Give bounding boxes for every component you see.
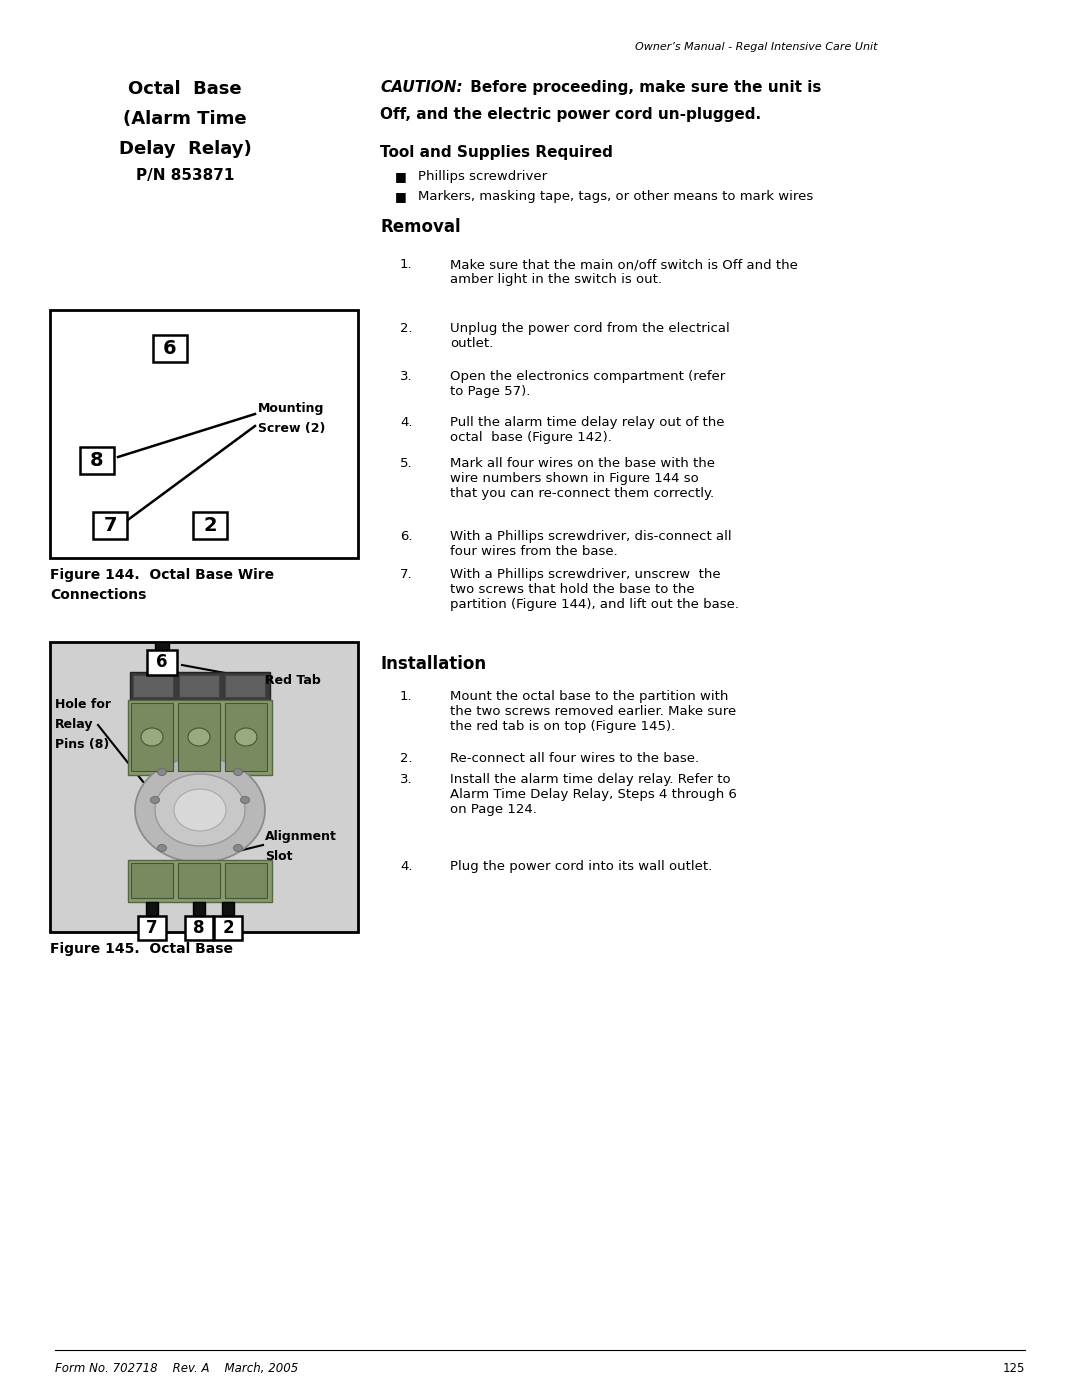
Text: Owner’s Manual - Regal Intensive Care Unit: Owner’s Manual - Regal Intensive Care Un…: [635, 42, 877, 52]
Bar: [138, 916, 166, 940]
Text: Markers, masking tape, tags, or other means to mark wires: Markers, masking tape, tags, or other me…: [418, 190, 813, 203]
Ellipse shape: [241, 796, 249, 803]
Text: 7: 7: [104, 515, 117, 535]
Text: Slot: Slot: [265, 849, 293, 863]
Text: 1.: 1.: [400, 258, 413, 271]
Bar: [130, 672, 270, 700]
Text: Connections: Connections: [50, 588, 147, 602]
Text: 7.: 7.: [400, 569, 413, 581]
Text: Phillips screwdriver: Phillips screwdriver: [418, 170, 548, 183]
Bar: [133, 675, 173, 697]
Bar: [146, 902, 158, 930]
Ellipse shape: [156, 774, 245, 847]
Text: 6: 6: [163, 338, 177, 358]
Bar: [156, 643, 168, 672]
Bar: [93, 511, 127, 538]
Bar: [185, 916, 213, 940]
Bar: [129, 700, 272, 775]
Text: Make sure that the main on/off switch is Off and the
amber light in the switch i: Make sure that the main on/off switch is…: [450, 258, 798, 286]
Text: Install the alarm time delay relay. Refer to
Alarm Time Delay Relay, Steps 4 thr: Install the alarm time delay relay. Refe…: [450, 773, 737, 816]
Text: Before proceeding, make sure the unit is: Before proceeding, make sure the unit is: [465, 80, 822, 95]
Text: Re-connect all four wires to the base.: Re-connect all four wires to the base.: [450, 752, 699, 766]
Text: Plug the power cord into its wall outlet.: Plug the power cord into its wall outlet…: [450, 861, 712, 873]
Text: 2: 2: [203, 515, 217, 535]
Text: 3.: 3.: [400, 773, 413, 787]
Bar: [80, 447, 114, 474]
Bar: [179, 675, 219, 697]
Bar: [147, 650, 177, 675]
Ellipse shape: [235, 728, 257, 746]
Ellipse shape: [158, 768, 166, 775]
Text: Mounting: Mounting: [258, 402, 324, 415]
Text: Installation: Installation: [380, 655, 486, 673]
Text: 2.: 2.: [400, 321, 413, 335]
Bar: [225, 703, 267, 771]
Text: With a Phillips screwdriver, dis-connect all
four wires from the base.: With a Phillips screwdriver, dis-connect…: [450, 529, 731, 557]
Text: 3.: 3.: [400, 370, 413, 383]
Text: 6: 6: [157, 652, 167, 671]
Bar: [129, 861, 272, 902]
Bar: [225, 675, 265, 697]
Text: 2.: 2.: [400, 752, 413, 766]
Text: CAUTION:: CAUTION:: [380, 80, 462, 95]
Bar: [214, 916, 242, 940]
Text: Off, and the electric power cord un-plugged.: Off, and the electric power cord un-plug…: [380, 108, 761, 122]
Text: 1.: 1.: [400, 690, 413, 703]
Ellipse shape: [158, 845, 166, 852]
Text: Unplug the power cord from the electrical
outlet.: Unplug the power cord from the electrica…: [450, 321, 730, 351]
Text: Form No. 702718    Rev. A    March, 2005: Form No. 702718 Rev. A March, 2005: [55, 1362, 298, 1375]
Text: Figure 145.  Octal Base: Figure 145. Octal Base: [50, 942, 233, 956]
Text: 6.: 6.: [400, 529, 413, 543]
Bar: [225, 863, 267, 898]
Text: Figure 144.  Octal Base Wire: Figure 144. Octal Base Wire: [50, 569, 274, 583]
Ellipse shape: [141, 728, 163, 746]
Ellipse shape: [188, 728, 210, 746]
Text: Hole for: Hole for: [55, 698, 111, 711]
Text: Screw (2): Screw (2): [258, 422, 325, 434]
Text: 125: 125: [1002, 1362, 1025, 1375]
Bar: [193, 902, 205, 930]
Text: Pins (8): Pins (8): [55, 738, 109, 752]
Text: 7: 7: [146, 919, 158, 937]
Bar: [178, 863, 220, 898]
Text: Relay: Relay: [55, 718, 94, 731]
Ellipse shape: [135, 757, 265, 862]
Text: 8: 8: [91, 450, 104, 469]
Text: P/N 853871: P/N 853871: [136, 168, 234, 183]
Text: Red Tab: Red Tab: [265, 673, 321, 687]
Ellipse shape: [233, 845, 243, 852]
Text: Pull the alarm time delay relay out of the
octal  base (Figure 142).: Pull the alarm time delay relay out of t…: [450, 416, 725, 444]
Bar: [131, 863, 173, 898]
Ellipse shape: [174, 789, 226, 831]
Text: 4.: 4.: [400, 861, 413, 873]
Bar: [50, 310, 357, 557]
Text: Open the electronics compartment (refer
to Page 57).: Open the electronics compartment (refer …: [450, 370, 726, 398]
Text: With a Phillips screwdriver, unscrew  the
two screws that hold the base to the
p: With a Phillips screwdriver, unscrew the…: [450, 569, 739, 610]
Text: Tool and Supplies Required: Tool and Supplies Required: [380, 145, 612, 161]
Bar: [222, 902, 234, 930]
Text: ■: ■: [395, 170, 407, 183]
Text: ■: ■: [395, 190, 407, 203]
Text: Mark all four wires on the base with the
wire numbers shown in Figure 144 so
tha: Mark all four wires on the base with the…: [450, 457, 715, 500]
Text: Octal  Base: Octal Base: [129, 80, 242, 98]
Bar: [50, 643, 357, 932]
Bar: [193, 511, 227, 538]
Text: Alignment: Alignment: [265, 830, 337, 842]
Text: 2: 2: [222, 919, 233, 937]
Text: Delay  Relay): Delay Relay): [119, 140, 252, 158]
Text: Mount the octal base to the partition with
the two screws removed earlier. Make : Mount the octal base to the partition wi…: [450, 690, 737, 733]
Text: 8: 8: [193, 919, 205, 937]
Bar: [153, 334, 187, 362]
Bar: [131, 703, 173, 771]
Bar: [178, 703, 220, 771]
Ellipse shape: [233, 768, 243, 775]
Ellipse shape: [150, 796, 160, 803]
Text: Removal: Removal: [380, 218, 461, 236]
Text: 4.: 4.: [400, 416, 413, 429]
Text: (Alarm Time: (Alarm Time: [123, 110, 247, 129]
Text: 5.: 5.: [400, 457, 413, 469]
